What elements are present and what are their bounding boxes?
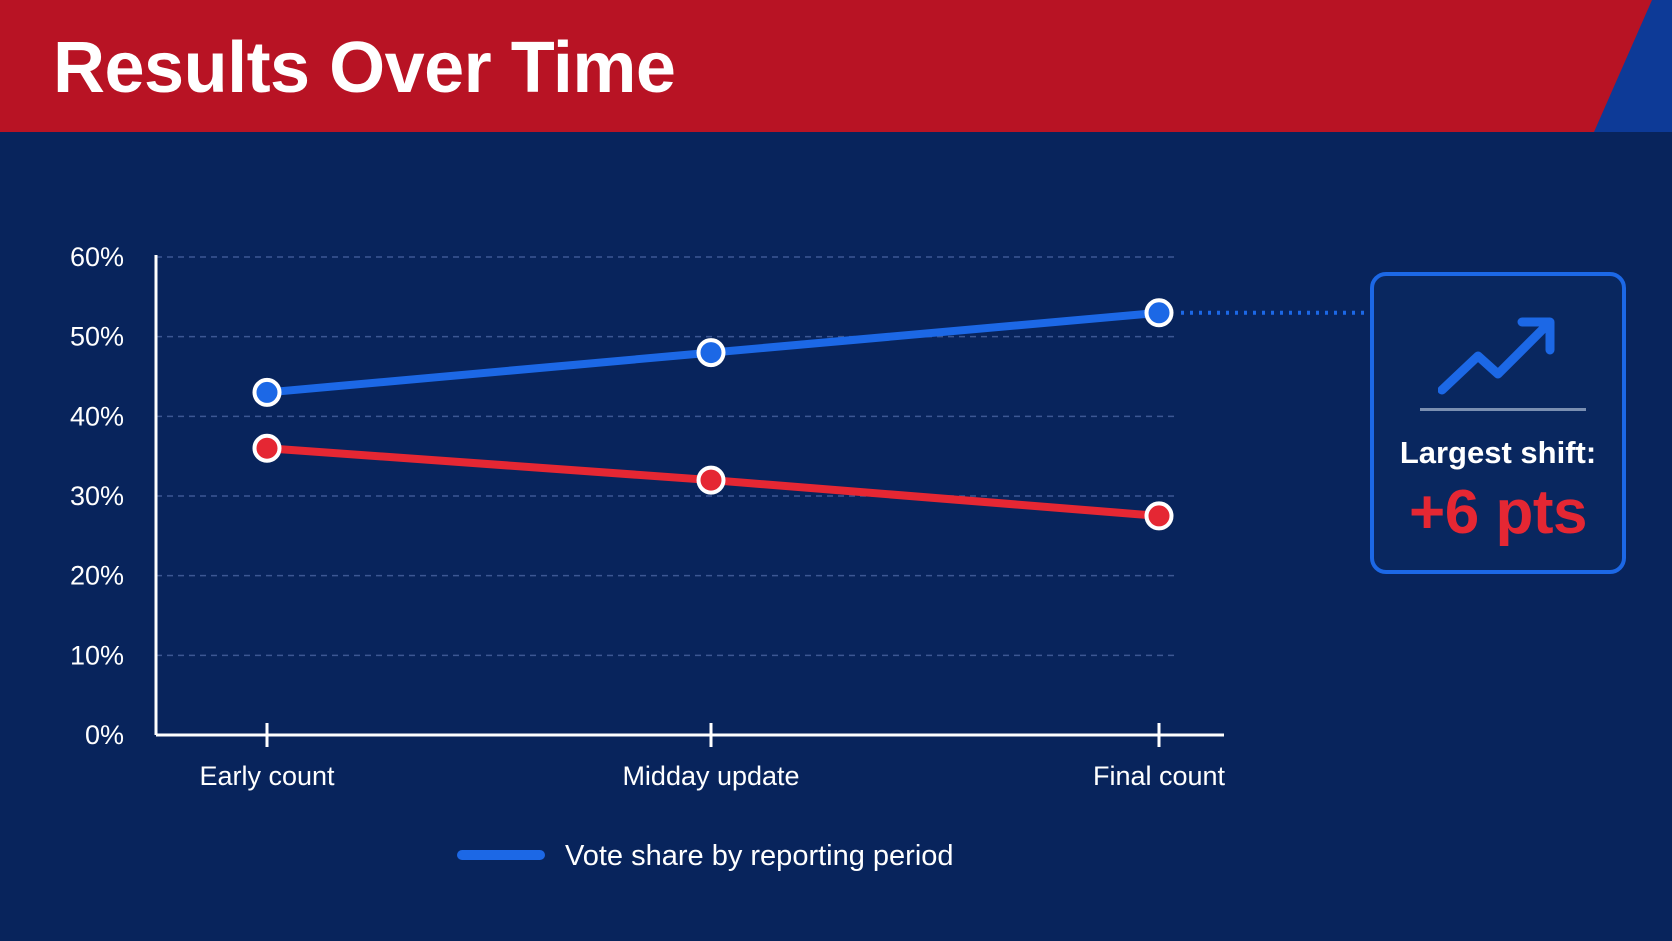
blue-series-point bbox=[1144, 298, 1174, 328]
blue-series-point bbox=[696, 338, 726, 368]
red-series-point bbox=[696, 465, 726, 495]
x-tick-label: Early count bbox=[199, 761, 335, 791]
red-series-point bbox=[252, 433, 282, 463]
red-series-point bbox=[1144, 501, 1174, 531]
y-axis-labels: 0% 10% 20% 30% 40% 50% 60% bbox=[70, 242, 124, 750]
y-tick-label: 40% bbox=[70, 401, 124, 431]
x-axis-labels: Early count Midday update Final count bbox=[199, 761, 1225, 791]
series-layer bbox=[252, 298, 1174, 531]
callout-value: +6 pts bbox=[1409, 478, 1587, 547]
y-tick-label: 20% bbox=[70, 561, 124, 591]
x-tick-label: Midday update bbox=[622, 761, 799, 791]
chart-gridlines bbox=[156, 256, 1174, 657]
header-banner: Results Over Time bbox=[0, 0, 1672, 132]
page-title: Results Over Time bbox=[53, 28, 676, 108]
largest-shift-callout: Largest shift: +6 pts bbox=[1370, 272, 1626, 574]
y-tick-label: 10% bbox=[70, 640, 124, 670]
x-tick-label: Final count bbox=[1093, 761, 1226, 791]
blue-series-point bbox=[252, 377, 282, 407]
y-tick-label: 30% bbox=[70, 481, 124, 511]
y-tick-label: 0% bbox=[85, 720, 124, 750]
y-tick-label: 50% bbox=[70, 322, 124, 352]
chart-legend: Vote share by reporting period bbox=[457, 840, 954, 872]
callout-divider bbox=[1420, 408, 1586, 411]
trend-up-icon bbox=[1438, 317, 1555, 395]
callout-label: Largest shift: bbox=[1399, 435, 1597, 470]
legend-label: Vote share by reporting period bbox=[565, 840, 954, 872]
y-tick-label: 60% bbox=[70, 242, 124, 272]
